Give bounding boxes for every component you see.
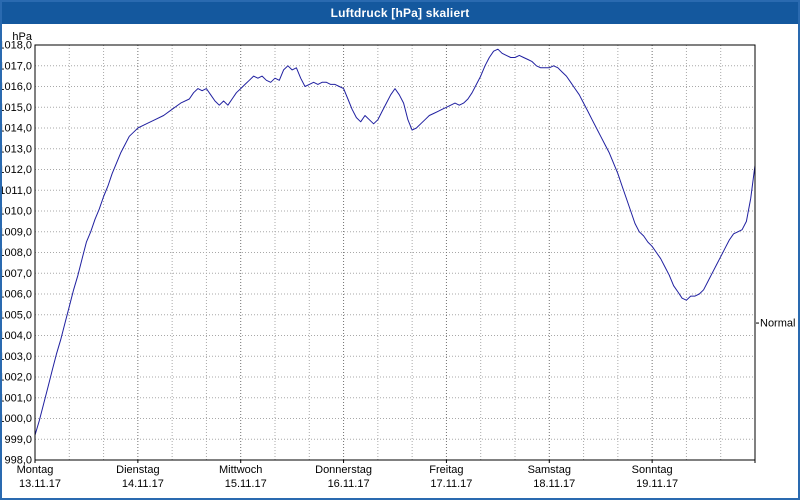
y-tick-label: 1011,0 — [2, 185, 32, 197]
y-tick-label: 1017,0 — [2, 60, 32, 72]
x-day-label: Freitag — [429, 464, 463, 476]
y-tick-label: 1000,0 — [2, 413, 32, 425]
x-day-label: Dienstag — [116, 464, 159, 476]
y-tick-label: 1009,0 — [2, 226, 32, 238]
pressure-line — [34, 48, 756, 436]
x-axis-labels: Montag 13.11.17 Dienstag 14.11.17 Mittwoch 15… — [17, 460, 756, 490]
y-tick-label: 998,0 — [4, 455, 32, 467]
y-tick-label: 1008,0 — [2, 247, 32, 259]
y-axis-unit-label: hPa — [12, 31, 32, 43]
window-title: Luftdruck [hPa] skaliert — [330, 6, 470, 20]
x-day-label: Montag — [17, 464, 54, 476]
x-day-label: Mittwoch — [219, 464, 262, 476]
y-tick-label: 1014,0 — [2, 123, 32, 135]
x-date-label: 16.11.17 — [328, 478, 370, 490]
x-day-label: Samstag — [528, 464, 571, 476]
y-tick-label: 1003,0 — [2, 351, 32, 363]
y-axis-labels: 1018,0 1017,0 1016,0 1015,0 1014,0 1013,0 1012… — [2, 31, 33, 467]
x-date-label: 14.11.17 — [122, 478, 164, 490]
pressure-chart: 1018,0 1017,0 1016,0 1015,0 1014,0 1013,0 1012… — [2, 31, 795, 490]
x-date-label: 13.11.17 — [19, 478, 61, 490]
x-date-label: 17.11.17 — [430, 478, 472, 490]
y-tick-label: 1004,0 — [2, 330, 32, 342]
x-day-label: Sonntag — [632, 464, 673, 476]
y-tick-label: 1018,0 — [2, 40, 32, 52]
gridlines — [35, 45, 755, 460]
x-date-label: 18.11.17 — [533, 478, 575, 490]
series-lines — [34, 48, 756, 436]
normal-annotation: Normal — [756, 318, 795, 330]
chart-area: 1018,0 1017,0 1016,0 1015,0 1014,0 1013,0 1012… — [2, 24, 798, 498]
y-tick-label: 1007,0 — [2, 268, 32, 280]
x-date-label: 15.11.17 — [225, 478, 267, 490]
title-bar[interactable]: Luftdruck [hPa] skaliert — [2, 2, 798, 24]
y-tick-label: 1005,0 — [2, 309, 32, 321]
x-day-label: Donnerstag — [315, 464, 372, 476]
y-tick-label: 1016,0 — [2, 81, 32, 93]
y-tick-label: 1006,0 — [2, 289, 32, 301]
y-tick-label: 1015,0 — [2, 102, 32, 114]
normal-label: Normal — [760, 318, 795, 330]
y-tick-label: 1010,0 — [2, 206, 32, 218]
y-tick-label: 1013,0 — [2, 143, 32, 155]
plot-frame — [34, 44, 756, 461]
y-tick-label: 1012,0 — [2, 164, 32, 176]
y-tick-label: 1002,0 — [2, 372, 32, 384]
x-date-label: 19.11.17 — [636, 478, 678, 490]
y-tick-label: 999,0 — [4, 434, 32, 446]
y-tick-label: 1001,0 — [2, 392, 32, 404]
